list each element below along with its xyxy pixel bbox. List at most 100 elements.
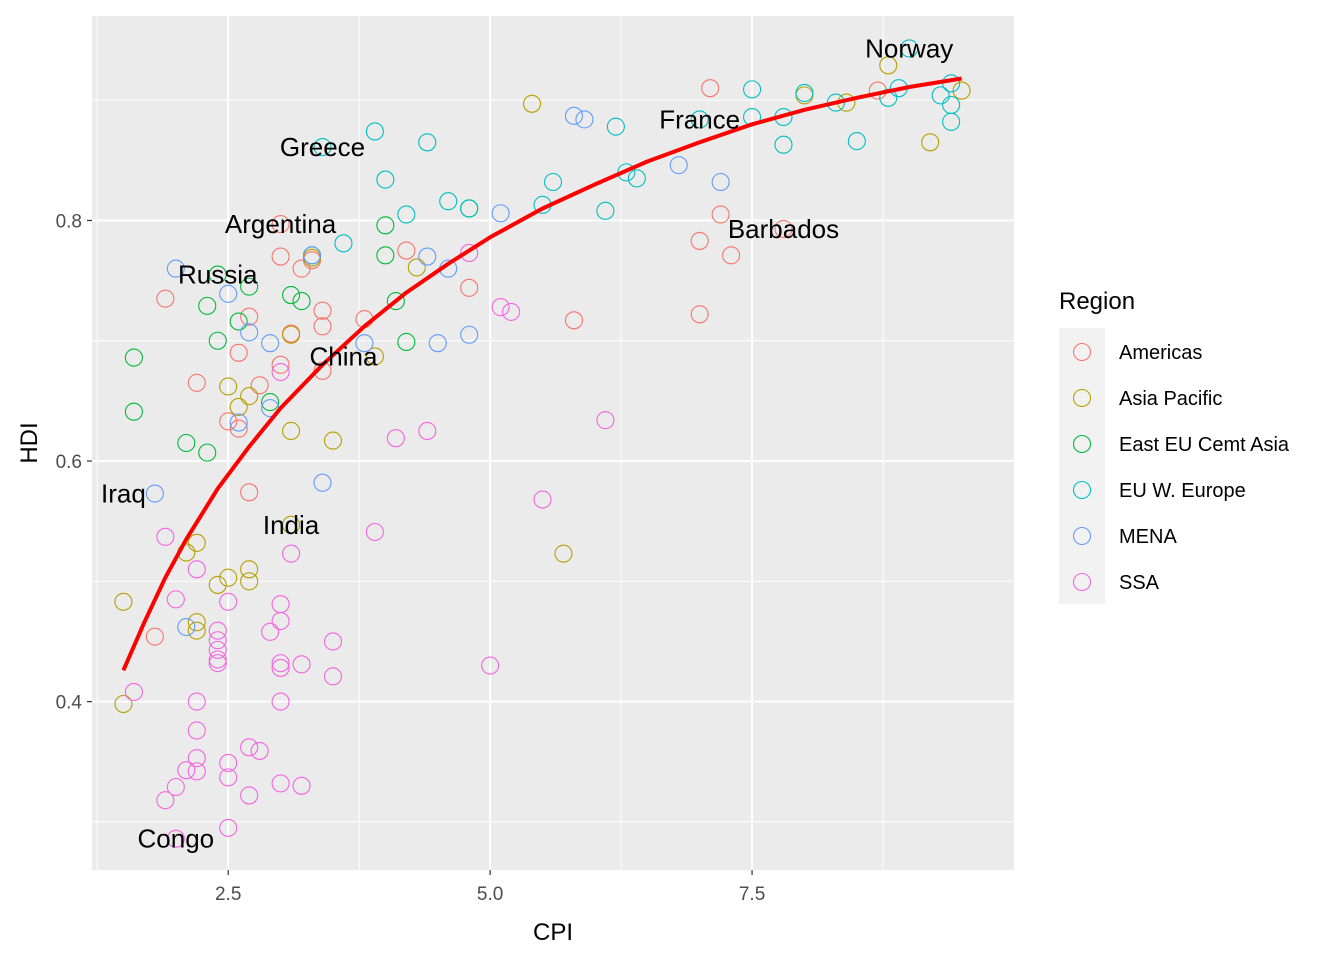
data-point: [250, 376, 269, 395]
data-point: [522, 94, 542, 113]
data-point: [627, 169, 646, 188]
data-point: [271, 355, 290, 374]
data-point: [931, 86, 950, 105]
data-point: [323, 667, 343, 686]
data-point: [261, 393, 280, 412]
data-point: [261, 334, 280, 353]
x-tick-label: 7.5: [739, 884, 765, 905]
data-point: [334, 234, 353, 253]
legend-label-mena: MENA: [1119, 526, 1177, 548]
data-point: [177, 433, 196, 453]
annotation-layer: Norway France Greece Argentina Barbados Russi…: [101, 33, 953, 853]
legend-key-asia-pacific: [1072, 388, 1092, 408]
data-point: [166, 777, 185, 797]
x-axis-title: CPI: [533, 919, 573, 946]
data-point: [208, 650, 227, 669]
data-point: [219, 818, 238, 837]
annotation-norway: Norway: [865, 33, 953, 63]
data-point: [240, 277, 259, 296]
data-point: [229, 397, 248, 416]
data-point: [292, 776, 311, 795]
data-point: [219, 753, 238, 772]
data-point: [774, 219, 793, 238]
data-point: [323, 431, 343, 450]
data-point: [208, 575, 227, 594]
data-point: [240, 307, 259, 326]
legend-key-east-eu-cemt-asia: [1072, 434, 1092, 454]
data-point: [124, 682, 143, 702]
data-point: [187, 721, 206, 740]
data-point: [418, 247, 437, 266]
points-layer: [114, 39, 971, 848]
data-point: [156, 527, 175, 546]
data-point: [313, 138, 332, 157]
legend-key-eu-w-europe: [1072, 480, 1092, 500]
data-point: [187, 692, 206, 711]
data-point: [418, 133, 437, 152]
annotation-barbados: Barbados: [728, 214, 839, 244]
data-point: [166, 259, 185, 278]
data-point: [229, 419, 248, 438]
data-point: [271, 774, 290, 793]
data-point: [124, 348, 143, 367]
plot-panel: [92, 16, 1014, 870]
data-point: [386, 429, 405, 448]
data-point: [187, 613, 206, 632]
data-point: [313, 317, 332, 336]
data-point: [219, 412, 238, 431]
data-point: [187, 762, 206, 781]
data-point: [166, 590, 185, 609]
data-point: [240, 560, 259, 579]
data-point: [460, 278, 479, 297]
data-point: [774, 135, 793, 154]
data-point: [156, 791, 175, 810]
data-point: [282, 544, 301, 563]
data-point: [365, 522, 384, 542]
data-point: [418, 421, 437, 441]
data-point: [428, 334, 447, 353]
data-point: [271, 362, 290, 382]
data-point: [187, 373, 206, 392]
x-tick-label: 5.0: [477, 884, 503, 905]
legend: Region Americas Asia Pacific East EU Cemt …: [1059, 288, 1290, 604]
data-point: [323, 632, 343, 651]
data-point: [187, 749, 206, 768]
data-point: [219, 284, 238, 303]
data-point: [743, 80, 762, 99]
data-point: [282, 286, 301, 305]
data-point: [292, 655, 311, 674]
annotation-congo: Congo: [138, 824, 215, 854]
annotation-russia: Russia: [178, 260, 258, 290]
annotation-india: India: [263, 510, 320, 540]
legend-label-americas: Americas: [1119, 342, 1202, 364]
data-point: [208, 654, 227, 673]
data-point: [282, 325, 301, 344]
data-point: [240, 572, 259, 591]
trend-layer: [121, 76, 962, 672]
data-point: [690, 110, 709, 129]
legend-label-eu-w-europe: EU W. Europe: [1119, 480, 1246, 502]
data-point: [313, 473, 332, 492]
data-point: [711, 205, 730, 224]
data-point: [491, 204, 510, 223]
data-point: [669, 156, 688, 175]
data-point: [460, 199, 479, 218]
data-point: [397, 205, 416, 224]
data-point: [365, 122, 384, 141]
data-point: [229, 312, 248, 331]
data-point: [879, 56, 898, 75]
data-point: [460, 243, 479, 263]
legend-label-ssa: SSA: [1119, 572, 1160, 594]
data-point: [533, 490, 552, 509]
legend-key-ssa: [1072, 572, 1092, 592]
data-point: [177, 617, 196, 637]
data-point: [187, 621, 206, 640]
data-point: [219, 568, 238, 587]
data-point: [271, 247, 290, 266]
data-point: [543, 172, 563, 192]
x-tick-label: 2.5: [215, 884, 241, 905]
trend-line: [121, 76, 962, 672]
data-point: [439, 192, 458, 211]
data-point: [198, 296, 217, 315]
data-point: [460, 325, 479, 344]
